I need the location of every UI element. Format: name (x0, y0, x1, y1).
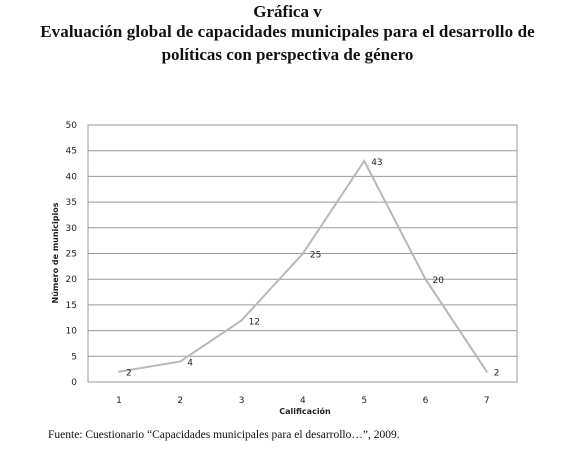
y-axis-label: Número de municipios (51, 202, 60, 303)
y-tick-labels: 0 5 10 15 20 25 30 35 40 45 50 (66, 121, 78, 388)
data-label: 12 (249, 317, 260, 327)
x-tick-label: 1 (116, 396, 122, 406)
data-label: 2 (494, 369, 500, 379)
data-labels: 2 4 12 25 43 20 2 (126, 158, 500, 379)
y-tick-label: 5 (71, 352, 77, 362)
x-tick-label: 5 (361, 396, 367, 406)
y-tick-label: 45 (66, 147, 77, 157)
series-group (118, 159, 488, 373)
y-tick-label: 15 (66, 301, 77, 311)
gridlines (88, 150, 517, 357)
data-label: 2 (126, 369, 132, 379)
data-label: 20 (433, 276, 445, 286)
data-point (301, 252, 304, 255)
data-point (363, 159, 366, 162)
chart-title-line2: políticas con perspectiva de género (161, 45, 414, 64)
data-point (179, 360, 182, 363)
x-axis-label: Calificación (279, 406, 331, 416)
data-label: 4 (187, 358, 193, 368)
figure-label: Gráfica v (253, 2, 322, 21)
x-tick-label: 6 (423, 396, 429, 406)
series-line (118, 159, 488, 373)
source-note: Fuente: Cuestionario “Capacidades munici… (48, 429, 400, 441)
chart-title-line1: Evaluación global de capacidades municip… (40, 22, 535, 41)
data-point (424, 278, 427, 281)
x-tick-labels: 1 2 3 4 5 6 7 (116, 396, 490, 406)
x-tick-label: 4 (300, 396, 306, 406)
y-tick-label: 25 (66, 250, 77, 260)
y-tick-label: 30 (66, 224, 78, 234)
data-label: 43 (371, 158, 382, 168)
data-label: 25 (310, 251, 321, 261)
data-point (485, 370, 488, 373)
x-tick-label: 2 (177, 396, 183, 406)
x-tick-label: 7 (484, 396, 490, 406)
y-tick-label: 20 (66, 275, 78, 285)
y-tick-label: 35 (66, 198, 77, 208)
data-point (240, 319, 243, 322)
y-tick-label: 40 (66, 172, 78, 182)
data-point (118, 370, 120, 373)
x-tick-label: 3 (239, 396, 245, 406)
y-tick-label: 50 (66, 121, 78, 131)
y-tick-label: 10 (66, 327, 78, 337)
y-tick-label: 0 (71, 378, 77, 388)
